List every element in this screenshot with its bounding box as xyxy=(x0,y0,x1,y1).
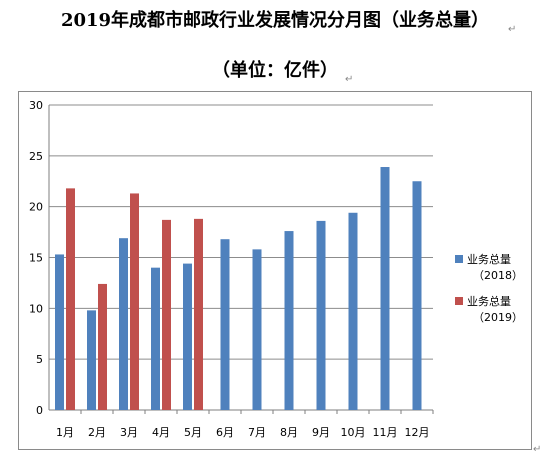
x-tick-label: 4月 xyxy=(152,426,170,439)
y-tick-label: 10 xyxy=(29,302,43,315)
legend-swatch-2019 xyxy=(455,297,463,305)
x-tick-label: 2月 xyxy=(88,426,106,439)
x-tick-label: 3月 xyxy=(120,426,138,439)
bar-2018 xyxy=(183,263,192,410)
bar-2018 xyxy=(220,239,230,410)
return-mark: ↵ xyxy=(508,24,517,35)
bar-2018 xyxy=(348,212,358,410)
bar-2018 xyxy=(252,249,262,410)
y-tick-label: 5 xyxy=(36,353,43,366)
bar-2019 xyxy=(66,188,75,410)
bar-2018 xyxy=(412,181,422,410)
bar-2018 xyxy=(87,310,96,410)
bar-2018 xyxy=(151,267,160,410)
legend-label-year: （2018） xyxy=(473,269,523,282)
bar-2018 xyxy=(55,254,64,410)
bar-2018 xyxy=(119,238,128,410)
x-tick-label: 12月 xyxy=(405,426,430,439)
bar-2019 xyxy=(194,218,203,410)
x-tick-label: 8月 xyxy=(280,426,298,439)
legend-label-year: （2019） xyxy=(473,311,523,324)
x-tick-label: 1月 xyxy=(56,426,74,439)
y-tick-label: 30 xyxy=(29,99,43,112)
chart-frame xyxy=(18,91,532,450)
bar-2019 xyxy=(98,283,107,410)
bar-2018 xyxy=(380,167,390,410)
x-tick-label: 6月 xyxy=(216,426,234,439)
bar-2019 xyxy=(130,193,139,410)
y-tick-label: 25 xyxy=(29,150,43,163)
legend-swatch-2018 xyxy=(455,255,463,263)
chart-title: 2019年成都市邮政行业发展情况分月图（业务总量） xyxy=(60,10,490,31)
legend-label: 业务总量 xyxy=(467,253,511,266)
x-tick-label: 9月 xyxy=(312,426,330,439)
bar-2019 xyxy=(162,219,171,410)
x-tick-label: 7月 xyxy=(248,426,266,439)
return-mark: ↵ xyxy=(533,444,542,455)
y-tick-label: 0 xyxy=(36,404,43,417)
x-tick-label: 10月 xyxy=(341,426,366,439)
chart-subtitle: （单位：亿件） xyxy=(212,60,338,81)
x-tick-label: 11月 xyxy=(373,426,398,439)
legend-label: 业务总量 xyxy=(467,295,511,308)
x-tick-label: 5月 xyxy=(184,426,202,439)
y-tick-label: 15 xyxy=(29,252,43,265)
y-tick-label: 20 xyxy=(29,201,43,214)
bar-2018 xyxy=(284,231,294,410)
return-mark: ↵ xyxy=(345,74,354,85)
bar-2018 xyxy=(316,220,326,410)
